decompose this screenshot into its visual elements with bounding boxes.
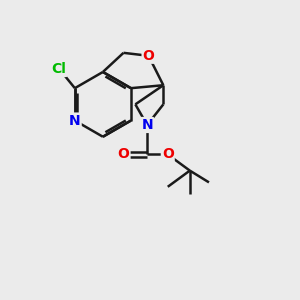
Text: N: N [69, 114, 81, 128]
Text: Cl: Cl [51, 62, 66, 76]
Text: O: O [162, 147, 174, 161]
Text: O: O [118, 147, 130, 161]
Text: O: O [142, 49, 154, 63]
Text: N: N [141, 118, 153, 132]
